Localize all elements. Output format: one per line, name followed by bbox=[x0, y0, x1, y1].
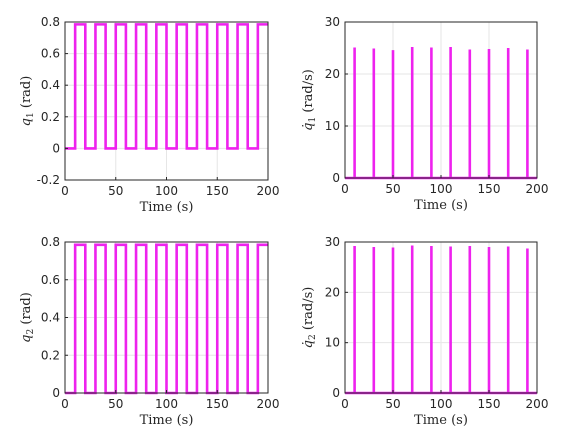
y-axis-subscript: 2 bbox=[308, 334, 318, 340]
y-tick-label: 0.6 bbox=[41, 273, 60, 287]
x-tick-label: 0 bbox=[61, 184, 69, 198]
y-tick-label: 0 bbox=[332, 386, 340, 400]
series-line bbox=[65, 243, 268, 395]
y-axis-label: q1 (rad) bbox=[19, 76, 36, 127]
y-tick-label: 0 bbox=[332, 171, 340, 185]
y-axis-symbol: q̇ bbox=[301, 123, 316, 131]
y-tick-label: 0 bbox=[52, 386, 60, 400]
y-axis-unit: (rad/s) bbox=[301, 287, 316, 335]
x-axis-label: Time (s) bbox=[414, 413, 468, 428]
y-tick-label: 0.2 bbox=[41, 110, 60, 124]
y-axis-label: q̇2 (rad/s) bbox=[301, 287, 318, 349]
y-axis-unit: (rad) bbox=[19, 76, 34, 113]
y-tick-label: 10 bbox=[325, 119, 340, 133]
x-tick-label: 200 bbox=[257, 397, 280, 411]
y-tick-label: 30 bbox=[325, 15, 340, 29]
x-tick-label: 50 bbox=[108, 184, 123, 198]
series-line bbox=[65, 23, 268, 150]
x-tick-label: 50 bbox=[385, 397, 400, 411]
y-tick-label: 0.4 bbox=[41, 311, 60, 325]
x-tick-label: 50 bbox=[108, 397, 123, 411]
y-axis-symbol: q̇ bbox=[301, 340, 316, 348]
y-tick-label: -0.2 bbox=[37, 173, 60, 187]
y-axis-unit: (rad) bbox=[19, 292, 34, 329]
x-tick-label: 200 bbox=[526, 397, 549, 411]
y-tick-label: 20 bbox=[325, 67, 340, 81]
y-axis-symbol: q bbox=[19, 118, 34, 126]
y-tick-label: 0.4 bbox=[41, 78, 60, 92]
y-tick-label: 0.2 bbox=[41, 348, 60, 362]
y-tick-label: 10 bbox=[325, 336, 340, 350]
x-tick-label: 150 bbox=[478, 182, 501, 196]
x-axis-label: Time (s) bbox=[414, 198, 468, 213]
subplot-2: 0 50 100 150 200 0 10 20 30 Time (s) q̇1 (rad/s) bbox=[301, 15, 548, 213]
y-axis-label: q̇1 (rad/s) bbox=[301, 69, 318, 131]
x-tick-label: 100 bbox=[155, 397, 178, 411]
x-tick-label: 100 bbox=[155, 184, 178, 198]
x-tick-label: 100 bbox=[430, 397, 453, 411]
y-tick-label: 30 bbox=[325, 235, 340, 249]
x-tick-label: 150 bbox=[206, 184, 229, 198]
x-tick-label: 200 bbox=[526, 182, 549, 196]
x-tick-label: 0 bbox=[341, 182, 349, 196]
x-tick-label: 150 bbox=[206, 397, 229, 411]
x-axis-label: Time (s) bbox=[140, 413, 194, 428]
y-tick-label: 20 bbox=[325, 285, 340, 299]
y-tick-label: 0.8 bbox=[41, 235, 60, 249]
y-axis-unit: (rad/s) bbox=[301, 69, 316, 117]
y-tick-label: 0.8 bbox=[41, 15, 60, 29]
x-tick-label: 0 bbox=[61, 397, 69, 411]
x-tick-label: 100 bbox=[430, 182, 453, 196]
subplot-3: 0 50 100 150 200 0 0.2 0.4 0.6 0.8 Time (s) q2 (rad… bbox=[19, 235, 279, 428]
x-tick-label: 0 bbox=[341, 397, 349, 411]
y-axis-subscript: 2 bbox=[26, 329, 36, 335]
y-axis-subscript: 1 bbox=[308, 117, 318, 123]
y-axis-symbol: q bbox=[19, 334, 34, 342]
subplot-4: 0 50 100 150 200 0 10 20 30 Time (s) q̇2 (rad/s) bbox=[301, 235, 548, 428]
y-axis-subscript: 1 bbox=[26, 112, 36, 118]
x-tick-label: 200 bbox=[257, 184, 280, 198]
y-tick-label: 0.6 bbox=[41, 47, 60, 61]
y-axis-label: q2 (rad) bbox=[19, 292, 36, 343]
x-tick-label: 150 bbox=[478, 397, 501, 411]
x-tick-label: 50 bbox=[385, 182, 400, 196]
x-axis-label: Time (s) bbox=[140, 200, 194, 215]
y-tick-label: 0 bbox=[52, 141, 60, 155]
